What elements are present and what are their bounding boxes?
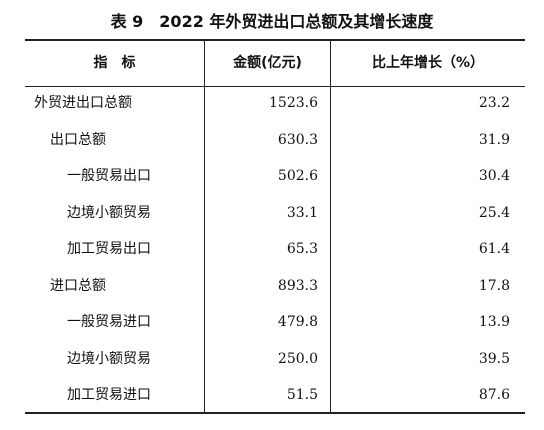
amount: 51.5: [286, 387, 318, 403]
row-label: 加工贸易出口: [67, 241, 151, 257]
row-label: 边境小额贸易: [67, 350, 151, 367]
column-header: 金额(亿元): [233, 55, 302, 71]
growth: 31.9: [478, 131, 510, 148]
growth: 30.4: [478, 168, 510, 184]
row-label: 一般贸易进口: [67, 314, 151, 330]
amount: 630.3: [277, 131, 318, 148]
growth: 25.4: [478, 204, 510, 221]
growth: 61.4: [478, 241, 510, 257]
column-header: 指 标: [93, 55, 136, 71]
amount: 33.1: [286, 204, 318, 221]
amount: 893.3: [277, 277, 318, 294]
amount: 479.8: [277, 314, 318, 330]
row-label: 出口总额: [50, 131, 106, 148]
header-rule: [25, 86, 525, 87]
growth: 17.8: [478, 277, 510, 294]
column-divider: [330, 40, 331, 414]
growth: 87.6: [478, 387, 510, 403]
amount: 65.3: [286, 241, 318, 257]
growth: 23.2: [478, 95, 510, 111]
amount: 502.6: [277, 168, 318, 184]
growth: 39.5: [478, 350, 510, 367]
column-header: 比上年增长（%）: [371, 55, 485, 71]
row-label: 加工贸易进口: [67, 387, 151, 403]
row-label: 一般贸易出口: [67, 168, 151, 184]
table-title: 表 9 2022 年外贸进出口总额及其增长速度: [110, 12, 434, 31]
growth: 13.9: [478, 314, 510, 330]
amount: 1523.6: [269, 95, 318, 111]
row-label: 边境小额贸易: [67, 204, 151, 221]
row-label: 进口总额: [50, 277, 106, 294]
row-label: 外贸进出口总额: [34, 95, 132, 111]
top-rule: [25, 39, 525, 41]
bottom-rule: [25, 412, 525, 414]
column-divider: [204, 40, 205, 414]
amount: 250.0: [277, 350, 318, 367]
